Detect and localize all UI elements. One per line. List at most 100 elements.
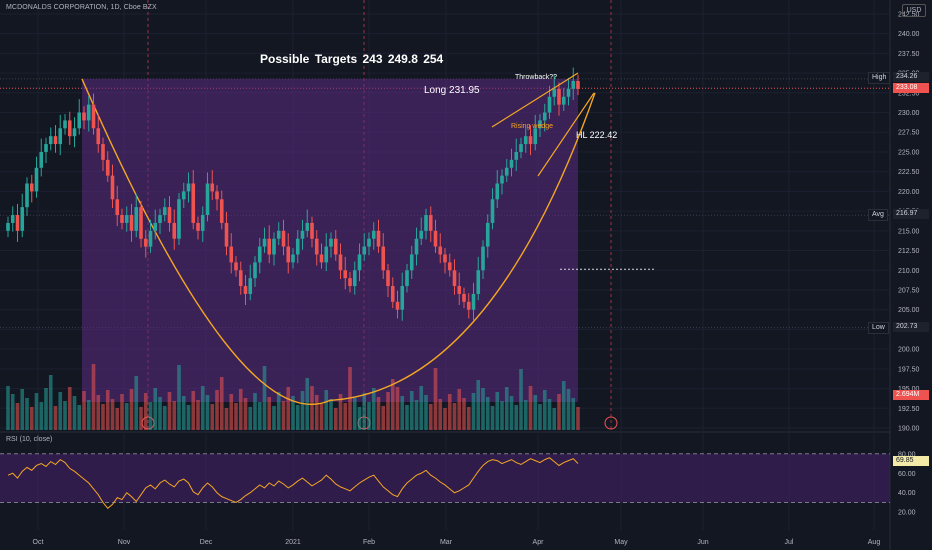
candle-body bbox=[452, 270, 457, 287]
volume-bar bbox=[466, 407, 471, 430]
volume-bar bbox=[286, 387, 291, 430]
volume-bar bbox=[343, 403, 348, 430]
volume-bar bbox=[139, 407, 143, 430]
time-tick-label: Jul bbox=[785, 539, 794, 546]
volume-bar bbox=[205, 395, 210, 430]
wedge-upper bbox=[491, 72, 579, 128]
time-tick-label: Apr bbox=[533, 539, 545, 546]
volume-bar bbox=[177, 365, 181, 430]
long-annotation: Long 231.95 bbox=[424, 85, 480, 96]
volume-bar bbox=[557, 394, 561, 430]
volume-bar bbox=[352, 398, 357, 430]
candle-body bbox=[319, 254, 324, 263]
candle-body bbox=[153, 222, 158, 231]
volume-bar bbox=[281, 401, 286, 430]
candle-body bbox=[462, 293, 466, 302]
last-price-tag: 233.08 bbox=[893, 83, 929, 93]
volume-bar bbox=[234, 403, 238, 430]
volume-bar bbox=[443, 408, 447, 430]
volume-bar bbox=[63, 401, 67, 430]
volume-bar bbox=[433, 368, 438, 430]
candle-body bbox=[329, 238, 333, 247]
candle-body bbox=[386, 270, 390, 287]
time-tick-label: Dec bbox=[200, 539, 213, 546]
price-tick-label: 212.50 bbox=[898, 248, 920, 255]
time-tick-label: Aug bbox=[868, 539, 881, 546]
volume-bar bbox=[215, 390, 219, 430]
candle-body bbox=[267, 238, 272, 255]
volume-bar bbox=[153, 388, 158, 430]
volume-bar bbox=[471, 393, 476, 430]
volume-bar bbox=[86, 400, 91, 430]
volume-bars bbox=[6, 364, 580, 430]
volume-bar bbox=[381, 406, 386, 430]
candle-body bbox=[143, 238, 148, 247]
candle-body bbox=[447, 262, 452, 271]
candle-body bbox=[129, 215, 134, 231]
volume-bar bbox=[253, 393, 257, 430]
candle-body bbox=[324, 246, 329, 263]
volume-bar bbox=[82, 391, 86, 430]
volume-bar bbox=[547, 399, 552, 430]
time-tick-label: Oct bbox=[33, 539, 44, 546]
high-value: 234.26 bbox=[893, 72, 929, 82]
volume-bar bbox=[200, 386, 205, 430]
candle-body bbox=[390, 286, 395, 302]
volume-bar bbox=[101, 404, 105, 430]
candle-body bbox=[186, 183, 191, 192]
candle-body bbox=[124, 215, 129, 223]
candle-body bbox=[210, 183, 215, 192]
volume-bar bbox=[495, 392, 500, 430]
volume-bar bbox=[571, 398, 576, 430]
price-tick-label: 240.00 bbox=[898, 31, 920, 38]
volume-bar bbox=[115, 408, 120, 430]
volume-bar bbox=[257, 402, 262, 430]
rsi-line bbox=[7, 457, 579, 510]
volume-bar bbox=[67, 387, 72, 430]
volume-bar bbox=[172, 401, 177, 430]
volume-bar bbox=[447, 394, 452, 430]
candle-body bbox=[438, 246, 443, 255]
volume-bar bbox=[538, 404, 542, 430]
candle-body bbox=[257, 246, 262, 263]
candle-body bbox=[348, 278, 352, 287]
earnings-marker bbox=[604, 416, 618, 430]
volume-bar bbox=[25, 398, 29, 430]
axes: 190.00192.50195.00197.50200.00202.50205.… bbox=[33, 11, 920, 546]
candle-body bbox=[343, 270, 348, 279]
currency-button[interactable]: USD bbox=[902, 4, 926, 17]
candle-body bbox=[134, 207, 139, 231]
volume-bar bbox=[528, 386, 533, 430]
volume-bar bbox=[238, 389, 243, 430]
candle-body bbox=[158, 215, 162, 223]
candle-body bbox=[243, 286, 248, 294]
candle-body bbox=[281, 230, 286, 247]
candle-body bbox=[504, 167, 509, 176]
volume-bar bbox=[319, 404, 324, 430]
volume-bar bbox=[162, 406, 167, 430]
volume-bar bbox=[462, 398, 466, 430]
volume-bar bbox=[542, 390, 547, 430]
candle-body bbox=[481, 246, 485, 271]
candle-body bbox=[229, 246, 234, 263]
rsi-tick-label: 60.00 bbox=[898, 471, 916, 478]
avg-value: 216.97 bbox=[893, 209, 929, 219]
candle-body bbox=[96, 128, 101, 145]
price-tick-label: 215.00 bbox=[898, 228, 920, 235]
volume-bar bbox=[15, 403, 20, 430]
candle-body bbox=[333, 238, 338, 255]
volume-bar bbox=[504, 387, 509, 430]
candle-body bbox=[466, 301, 471, 310]
volume-bar bbox=[457, 389, 462, 430]
volume-bar bbox=[500, 401, 504, 430]
volume-bar bbox=[310, 386, 314, 430]
wedge-lower bbox=[537, 92, 595, 177]
candle-body bbox=[120, 215, 124, 223]
time-tick-label: Nov bbox=[118, 539, 131, 546]
candle-body bbox=[205, 183, 210, 216]
volume-bar bbox=[267, 397, 272, 430]
candle-body bbox=[314, 238, 319, 255]
candle-body bbox=[528, 136, 533, 145]
candle-body bbox=[571, 80, 576, 89]
